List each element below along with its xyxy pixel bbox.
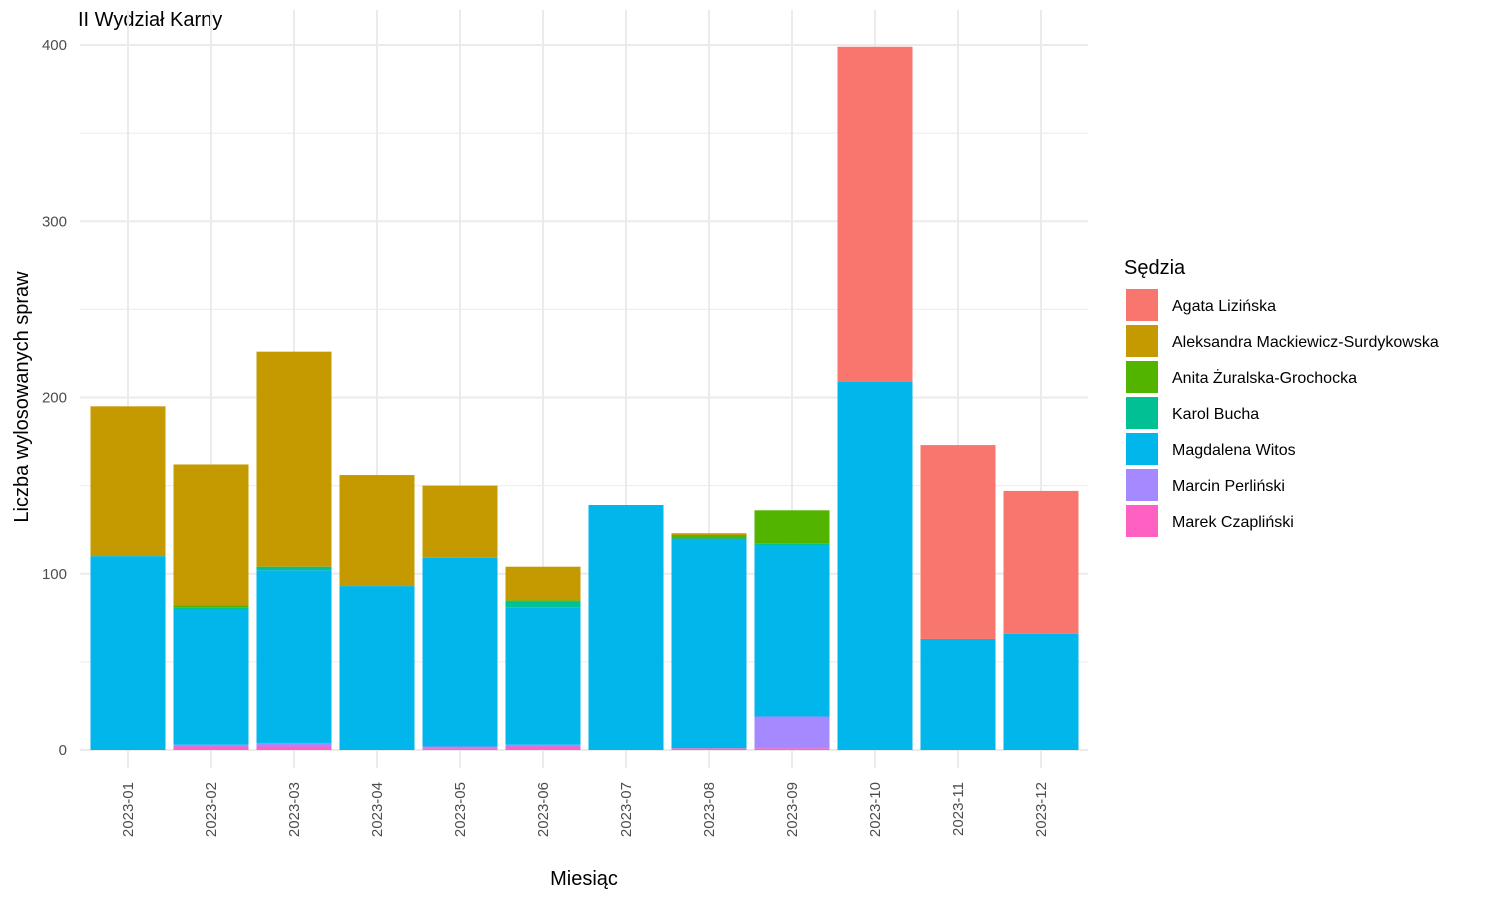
bar-segment: [505, 600, 581, 602]
x-tick-label: 2023-01: [120, 782, 137, 837]
x-tick-label: 2023-05: [452, 782, 469, 837]
x-tick-label: 2023-03: [286, 782, 303, 837]
legend-label: Marcin Perliński: [1172, 478, 1285, 495]
bar-segment: [505, 607, 581, 745]
bar-segment: [173, 464, 249, 606]
bar-segment: [505, 744, 581, 747]
bar-segment: [173, 605, 249, 608]
y-tick-label: 400: [42, 37, 67, 54]
bar-segment: [1003, 633, 1079, 750]
legend-swatch: [1126, 289, 1158, 321]
bar-segment: [90, 556, 166, 750]
legend-label: Marek Czapliński: [1172, 514, 1294, 531]
x-tick-label: 2023-06: [535, 782, 552, 837]
bar-segment: [671, 534, 747, 539]
bar-segment: [671, 533, 747, 535]
bar-segment: [754, 748, 830, 750]
bar-segment: [256, 570, 332, 743]
bar-segment: [256, 746, 332, 750]
legend-swatch: [1126, 397, 1158, 429]
bar-segment: [173, 607, 249, 609]
bar-segment: [920, 445, 996, 639]
bar-segment: [256, 566, 332, 571]
legend-label: Aleksandra Mackiewicz-Surdykowska: [1172, 334, 1439, 351]
bar-segment: [422, 748, 498, 750]
x-tick-label: 2023-09: [784, 782, 801, 837]
y-tick-label: 200: [42, 390, 67, 407]
bar-segment: [256, 742, 332, 747]
bar-segment: [754, 543, 830, 546]
legend-swatch: [1126, 325, 1158, 357]
legend: Sędzia Agata Lizińska Aleksandra Mackiewi…: [1124, 257, 1439, 537]
x-axis-title: Miesiąc: [550, 868, 618, 890]
bar-segment: [671, 538, 747, 749]
bar-segment: [588, 505, 664, 750]
legend-swatch: [1126, 433, 1158, 465]
chart-title: II Wydział Karny: [78, 9, 222, 31]
x-axis-ticks: 2023-01 2023-02 2023-03 2023-04 2023-05 2023-…: [120, 782, 1050, 837]
x-tick-label: 2023-12: [1033, 782, 1050, 837]
legend-swatch: [1126, 505, 1158, 537]
y-tick-label: 0: [59, 742, 67, 759]
x-tick-label: 2023-07: [618, 782, 635, 837]
x-tick-label: 2023-08: [701, 782, 718, 837]
x-tick-label: 2023-02: [203, 782, 220, 837]
bar-segment: [837, 46, 913, 382]
x-tick-label: 2023-10: [867, 782, 884, 837]
bar-segment: [339, 475, 415, 587]
y-tick-label: 300: [42, 213, 67, 230]
bar-segment: [173, 746, 249, 750]
bar-segment: [754, 545, 830, 717]
bars: [90, 46, 1079, 750]
bar-segment: [837, 381, 913, 750]
y-axis-title: Liczba wylosowanych spraw: [11, 271, 33, 523]
legend-label: Anita Żuralska-Grochocka: [1172, 368, 1357, 387]
legend-swatch: [1126, 469, 1158, 501]
legend-swatch: [1126, 361, 1158, 393]
bar-segment: [754, 716, 830, 749]
bar-segment: [920, 638, 996, 750]
bar-segment: [754, 510, 830, 544]
x-tick-label: 2023-04: [369, 782, 386, 837]
legend-label: Agata Lizińska: [1172, 298, 1276, 315]
bar-segment: [422, 557, 498, 747]
bar-segment: [173, 609, 249, 745]
bar-segment: [339, 586, 415, 750]
x-tick-label: 2023-11: [950, 782, 967, 836]
bar-segment: [173, 744, 249, 747]
bar-segment: [505, 746, 581, 750]
bar-segment: [90, 406, 166, 557]
bar-segment: [671, 748, 747, 750]
bar-segment: [505, 566, 581, 601]
bar-segment: [422, 485, 498, 558]
legend-label: Magdalena Witos: [1172, 442, 1296, 459]
bar-segment: [256, 351, 332, 567]
bar-segment: [1003, 490, 1079, 634]
bar-segment: [422, 746, 498, 749]
legend-label: Karol Bucha: [1172, 406, 1259, 423]
legend-title: Sędzia: [1124, 257, 1186, 279]
bar-segment: [505, 601, 581, 608]
y-axis-ticks: 0 100 200 300 400: [42, 37, 67, 759]
y-tick-label: 100: [42, 566, 67, 583]
